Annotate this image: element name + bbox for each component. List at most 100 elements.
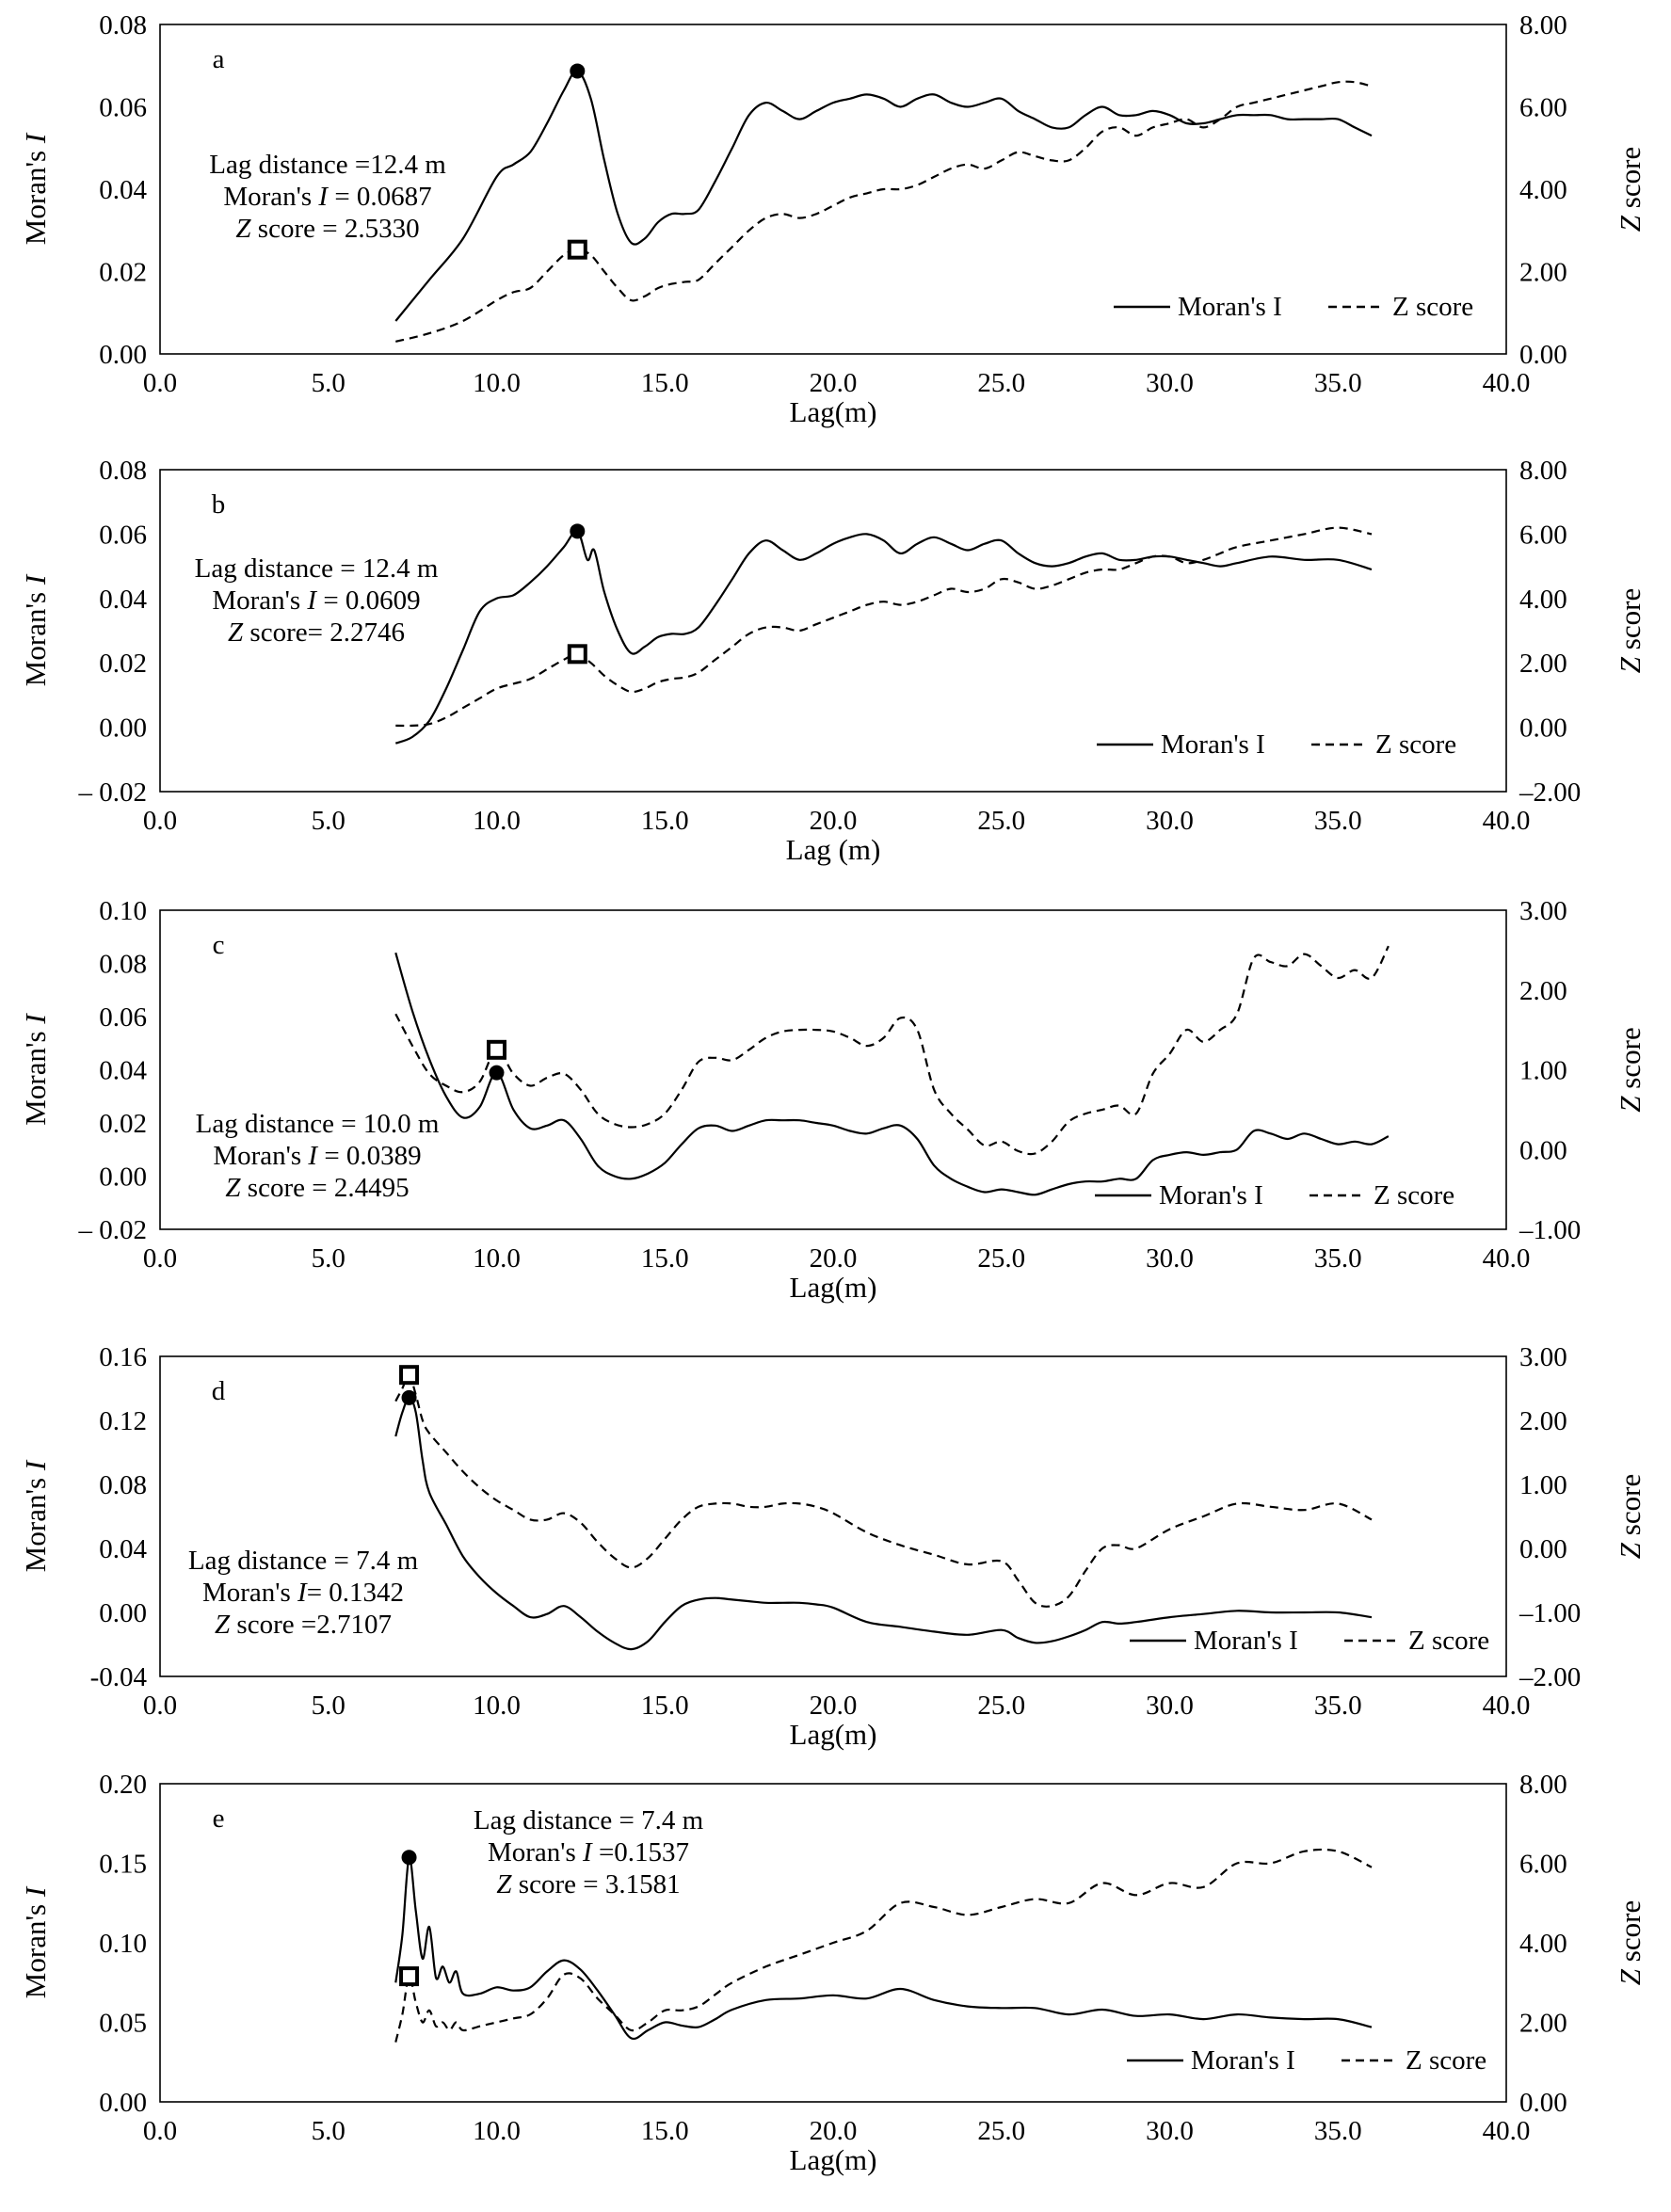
y-tick-label: 0.00: [99, 1598, 147, 1628]
y-tick-label: 0.10: [99, 896, 147, 926]
x-tick-label: 15.0: [641, 2116, 689, 2146]
morans-i-peak-marker: [570, 63, 586, 79]
x-tick-label: 0.0: [143, 2116, 177, 2146]
plot-frame: [159, 469, 1507, 793]
peak-annotation-line: Moran's I = 0.0389: [213, 1141, 421, 1171]
peak-annotation-line: Moran's I = 0.0609: [212, 585, 420, 616]
peak-annotation-line: Lag distance = 12.4 m: [195, 553, 439, 584]
morans-i-peak-marker: [489, 1065, 505, 1081]
z-score-line: [394, 1373, 1373, 1608]
morans-i-line: [394, 952, 1390, 1196]
y-tick-label: 0.08: [99, 1470, 147, 1500]
z-score-line: [395, 80, 1373, 343]
y2-tick-label: 8.00: [1519, 456, 1567, 486]
x-axis-label: Lag(m): [790, 2143, 877, 2176]
y-tick-label: 0.06: [99, 93, 147, 123]
x-tick-label: 0.0: [143, 1691, 177, 1721]
legend-z-score-label: Z score: [1375, 729, 1456, 760]
y2-tick-label: 4.00: [1519, 1929, 1567, 1959]
panel-b: – 0.02 0.00 0.02 0.04 0.06 0.08 –2.00 0.00 2.00 4…: [19, 456, 1647, 866]
legend-morans-i-label: Moran's I: [1161, 729, 1265, 760]
x-tick-label: 40.0: [1483, 368, 1531, 398]
panel-letter: e: [213, 1803, 225, 1834]
y-axis-label: Moran's I: [19, 132, 52, 245]
x-tick-label: 20.0: [810, 368, 858, 398]
y2-axis-label: Z score: [1614, 588, 1647, 673]
x-tick-label: 5.0: [312, 1243, 345, 1274]
x-tick-label: 30.0: [1146, 368, 1194, 398]
y2-tick-label: 1.00: [1519, 1056, 1567, 1086]
y-tick-label: 0.05: [99, 2009, 147, 2039]
y-tick-label: 0.08: [99, 950, 147, 980]
x-tick-label: 25.0: [977, 368, 1025, 398]
morans-i-line: [394, 530, 1373, 745]
peak-annotation-line: Lag distance = 10.0 m: [196, 1109, 440, 1139]
peak-annotation-line: Lag distance = 7.4 m: [474, 1805, 704, 1835]
y2-tick-label: 3.00: [1519, 1342, 1567, 1372]
x-tick-label: 35.0: [1314, 806, 1362, 836]
x-tick-label: 10.0: [473, 368, 521, 398]
y-tick-label: 0.08: [99, 10, 147, 40]
y-tick-label: 0.16: [99, 1342, 147, 1372]
panel-e: 0.00 0.05 0.10 0.15 0.20 0.00 2.00 4.00 6.00 8.00…: [19, 1770, 1647, 2176]
z-score-peak-marker: [487, 1039, 506, 1060]
x-tick-label: 25.0: [977, 1691, 1025, 1721]
legend-z-score-label: Z score: [1392, 292, 1473, 322]
y-tick-label: 0.02: [99, 649, 147, 679]
y2-tick-label: 2.00: [1519, 258, 1567, 288]
y2-tick-label: 8.00: [1519, 10, 1567, 40]
y2-tick-label: 6.00: [1519, 1850, 1567, 1880]
morans-i-line: [394, 70, 1373, 322]
y-tick-label: 0.02: [99, 258, 147, 288]
x-axis-label: Lag(m): [790, 1271, 877, 1304]
x-tick-label: 20.0: [810, 2116, 858, 2146]
z-score-line: [394, 1848, 1373, 2043]
morans-i-peak-marker: [401, 1389, 417, 1405]
x-tick-label: 40.0: [1483, 806, 1531, 836]
panel-letter: c: [213, 930, 225, 960]
x-tick-label: 30.0: [1146, 1243, 1194, 1274]
y2-tick-label: 3.00: [1519, 896, 1567, 926]
peak-annotation-line: Lag distance = 7.4 m: [188, 1546, 419, 1576]
x-axis-label: Lag(m): [790, 395, 877, 428]
x-tick-label: 15.0: [641, 1691, 689, 1721]
x-tick-label: 10.0: [473, 1243, 521, 1274]
y-tick-label: 0.10: [99, 1929, 147, 1959]
y2-tick-label: 6.00: [1519, 93, 1567, 123]
z-score-line: [394, 945, 1390, 1156]
x-tick-label: 35.0: [1314, 368, 1362, 398]
x-axis-label: Lag(m): [790, 1718, 877, 1751]
y2-tick-label: –1.00: [1518, 1598, 1581, 1628]
x-tick-label: 30.0: [1146, 806, 1194, 836]
y2-tick-label: 2.00: [1519, 976, 1567, 1006]
y2-tick-label: –1.00: [1518, 1215, 1581, 1245]
x-tick-label: 10.0: [473, 1691, 521, 1721]
x-tick-label: 20.0: [810, 1243, 858, 1274]
y2-tick-label: 0.00: [1519, 1135, 1567, 1165]
peak-annotation-line: Z score= 2.2746: [228, 617, 405, 648]
peak-annotation-line: Moran's I= 0.1342: [202, 1578, 404, 1608]
peak-annotation-line: Lag distance =12.4 m: [209, 150, 446, 180]
y-tick-label: 0.12: [99, 1406, 147, 1436]
y-tick-label: 0.06: [99, 520, 147, 550]
y-tick-label: 0.15: [99, 1850, 147, 1880]
y2-tick-label: 6.00: [1519, 520, 1567, 550]
plot-frame: [159, 1783, 1507, 2103]
x-tick-label: 20.0: [810, 806, 858, 836]
y2-tick-label: –2.00: [1518, 777, 1581, 808]
z-score-peak-marker: [399, 1966, 420, 1987]
y-axis-label: Moran's I: [19, 1013, 52, 1126]
y-tick-label: 0.08: [99, 456, 147, 486]
morans-i-line: [394, 1396, 1373, 1651]
plot-frame: [159, 24, 1507, 355]
y2-tick-label: 0.00: [1519, 340, 1567, 370]
x-tick-label: 25.0: [977, 806, 1025, 836]
x-tick-label: 0.0: [143, 1243, 177, 1274]
y-tick-label: 0.04: [99, 1056, 147, 1086]
y2-tick-label: 2.00: [1519, 1406, 1567, 1436]
y2-tick-label: 8.00: [1519, 1770, 1567, 1800]
y2-tick-label: 0.00: [1519, 2088, 1567, 2118]
y2-tick-label: 4.00: [1519, 585, 1567, 615]
legend-morans-i-label: Moran's I: [1194, 1626, 1298, 1656]
